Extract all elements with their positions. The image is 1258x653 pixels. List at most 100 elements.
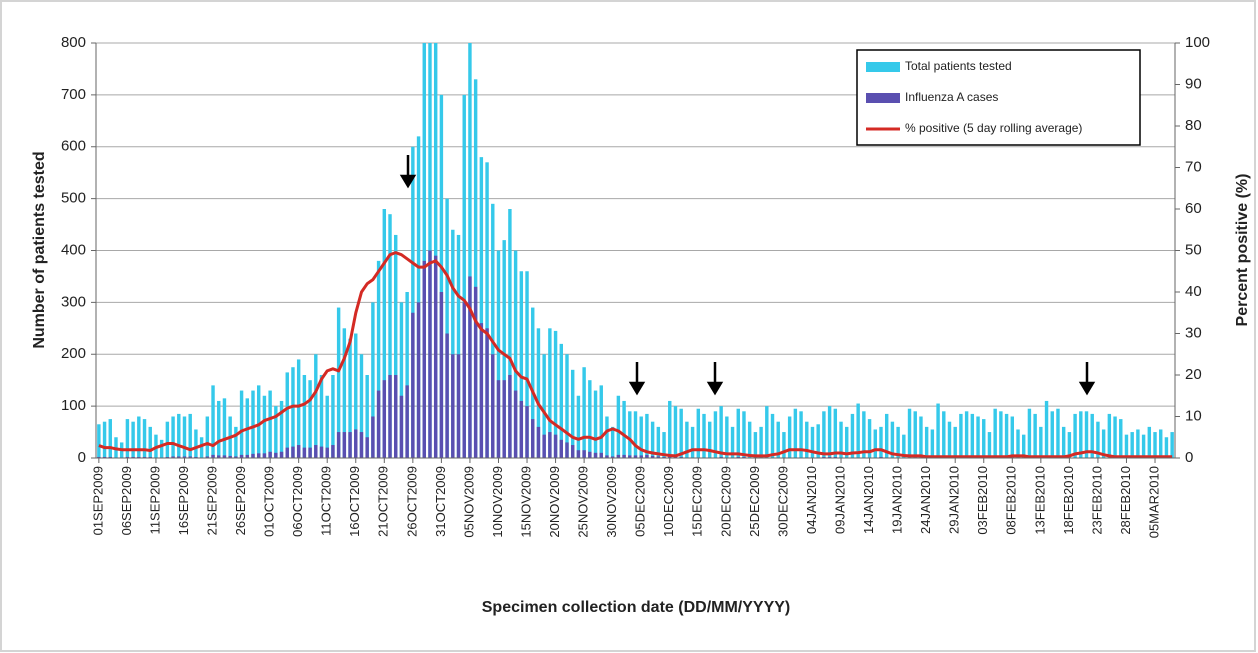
bar [747, 421, 752, 458]
bar [1130, 432, 1134, 458]
bar [319, 375, 324, 458]
bar [987, 432, 992, 458]
bar [742, 411, 746, 458]
bar [433, 43, 438, 458]
bar [445, 333, 449, 458]
bar [502, 240, 506, 458]
bar [1141, 434, 1146, 458]
y2-tick-label: 100 [1185, 34, 1210, 51]
bar [131, 421, 135, 458]
bar [331, 445, 335, 458]
bar [314, 354, 318, 458]
bar [1096, 421, 1100, 458]
y2-tick-label: 50 [1185, 241, 1202, 258]
bar [411, 146, 415, 458]
bar [1033, 413, 1037, 458]
bar [650, 421, 655, 458]
bar [342, 432, 347, 458]
bar [1084, 411, 1089, 458]
bar [382, 380, 387, 458]
bar [502, 380, 506, 458]
bar [816, 424, 820, 458]
bar [673, 406, 678, 458]
x-tick-label: 20NOV2009 [547, 466, 562, 538]
x-tick-label: 16OCT2009 [347, 466, 362, 537]
bar [371, 416, 375, 458]
bar [1050, 411, 1054, 458]
bar [1073, 413, 1077, 458]
bar [879, 456, 883, 458]
bar [536, 426, 541, 458]
plot-area [91, 42, 1180, 463]
bar [468, 43, 472, 458]
bar [970, 413, 975, 458]
x-tick-label: 20DEC2009 [718, 466, 733, 537]
bar [628, 411, 632, 458]
bar [696, 408, 701, 458]
bar [268, 390, 272, 458]
bar [622, 400, 626, 458]
y2-tick-label: 0 [1185, 449, 1193, 466]
bar [182, 416, 187, 458]
bar [588, 451, 592, 458]
bar [217, 455, 221, 458]
bar [428, 250, 432, 458]
bar [736, 408, 740, 458]
bar [1124, 434, 1129, 458]
bar [388, 375, 392, 458]
bar [205, 416, 210, 458]
x-tick-label: 04JAN2010 [804, 466, 819, 534]
line [98, 251, 1173, 459]
bar [194, 456, 198, 458]
bar [1107, 413, 1112, 458]
bar [1090, 413, 1094, 458]
bar [964, 411, 969, 458]
bar [239, 390, 244, 458]
bar [884, 413, 889, 458]
bar [708, 421, 712, 458]
bar [531, 419, 535, 458]
bar [827, 406, 832, 458]
bar [314, 445, 318, 458]
bar [222, 398, 227, 458]
bar [291, 367, 295, 458]
bar [148, 426, 152, 458]
legend: Total patients tested Influenza A cases % … [856, 49, 1141, 146]
bar [953, 426, 957, 458]
bar [907, 408, 912, 458]
bar [405, 385, 409, 458]
bar [296, 359, 301, 458]
bar [262, 395, 267, 458]
bar [919, 416, 923, 458]
y2-tick-label: 20 [1185, 366, 1202, 383]
bar [125, 456, 130, 458]
x-tick-label: 29JAN2010 [947, 466, 962, 534]
bar [1119, 419, 1123, 458]
bar [576, 395, 581, 458]
bar [239, 454, 244, 458]
bar [742, 456, 746, 458]
bar [959, 413, 963, 458]
bar [222, 455, 227, 458]
bar [519, 271, 524, 458]
bar [336, 432, 341, 458]
bar [245, 454, 250, 458]
bar [354, 333, 358, 458]
bar [137, 416, 141, 458]
bar [274, 406, 278, 458]
bar [822, 411, 826, 458]
legend-box [856, 49, 1141, 146]
bar [805, 421, 809, 458]
bar [456, 234, 461, 458]
bar [188, 413, 192, 458]
bar [616, 395, 621, 458]
bar [445, 198, 449, 458]
bar [348, 432, 352, 458]
bar [308, 447, 312, 458]
legend-label: % positive (5 day rolling average) [905, 121, 1082, 135]
x-tick-label: 23FEB2010 [1089, 466, 1104, 535]
bar [1159, 429, 1163, 458]
bar [177, 456, 181, 458]
bar [582, 450, 586, 458]
bar [553, 330, 558, 458]
